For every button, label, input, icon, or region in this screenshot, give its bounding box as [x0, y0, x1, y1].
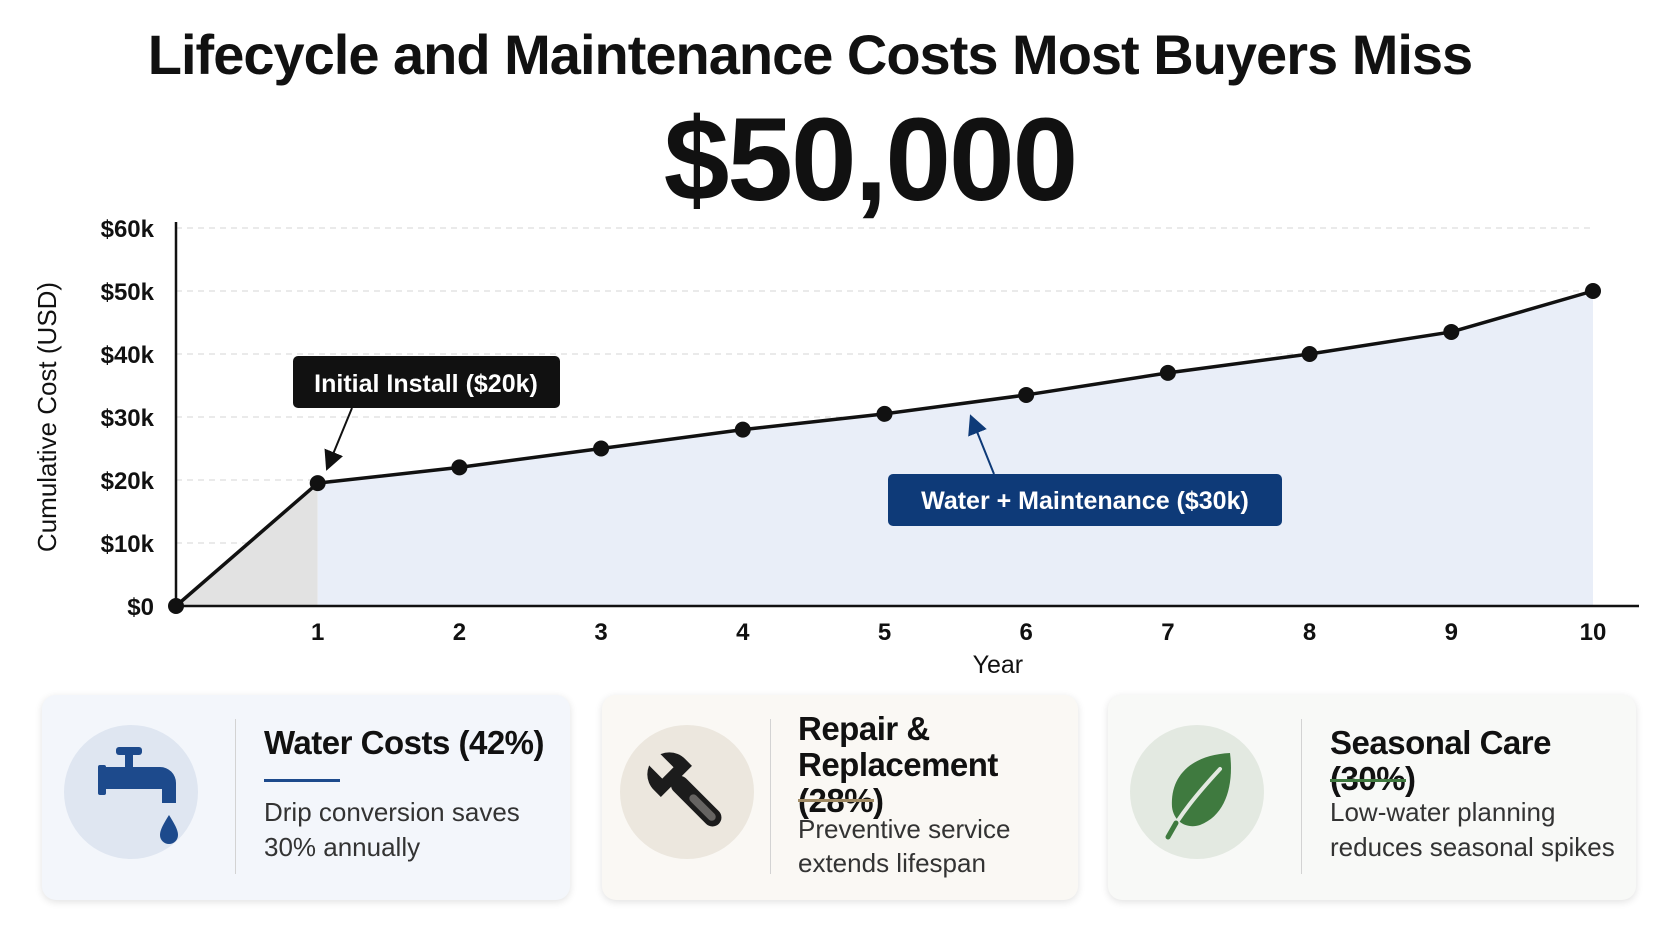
callout-arrow [324, 407, 353, 471]
data-point [451, 459, 468, 476]
wrench-icon [645, 750, 722, 827]
card-divider [235, 719, 236, 874]
x-tick-label: 5 [878, 619, 891, 646]
data-point [734, 421, 751, 438]
card-desc-line: reduces seasonal spikes [1330, 832, 1615, 862]
y-tick-label: $0 [127, 594, 154, 621]
faucet-icon [98, 747, 178, 844]
card-desc-line: Preventive service [798, 814, 1011, 844]
callout-initial-install: Initial Install ($20k) [314, 370, 538, 398]
x-tick-label: 9 [1445, 619, 1458, 646]
card-title: Water Costs (42%) [264, 724, 545, 761]
y-axis-title: Cumulative Cost (USD) [32, 282, 62, 552]
repair-replacement-card: Repair & Replacement (28%) Preventive se… [602, 695, 1078, 900]
data-point [593, 440, 610, 457]
x-axis-title: Year [973, 651, 1024, 679]
x-tick-label: 2 [453, 619, 466, 646]
data-point [309, 475, 326, 492]
data-point [1018, 386, 1035, 403]
wrench-icon-badge [620, 725, 754, 859]
card-accent-rule [798, 799, 874, 802]
leaf-icon-badge [1130, 725, 1264, 859]
callout-box-water-maintenance [888, 474, 1282, 526]
card-desc-line: extends lifespan [798, 848, 986, 878]
total-cost-figure: $50,000 [663, 94, 1079, 226]
x-tick-label: 7 [1161, 619, 1174, 646]
y-tick-label: $50k [101, 279, 155, 306]
x-tick-label: 1 [311, 619, 324, 646]
card-desc-line: Low-water planning [1330, 797, 1556, 827]
data-point [876, 405, 893, 422]
water-costs-card: Water Costs (42%) Drip conversion saves … [42, 695, 570, 900]
data-point [1585, 283, 1601, 299]
card-title: Seasonal Care (30%) [1330, 724, 1551, 797]
data-point [1159, 364, 1176, 381]
maintenance-area [317, 291, 1594, 606]
x-tick-label: 4 [736, 619, 750, 646]
x-tick-label: 6 [1020, 619, 1033, 646]
callout-arrow [968, 414, 995, 475]
card-accent-rule [1330, 779, 1406, 782]
card-divider [770, 719, 771, 874]
card-desc-line: Drip conversion saves [264, 797, 520, 827]
y-tick-label: $20k [101, 468, 155, 495]
card-accent-rule [264, 779, 340, 782]
card-title-line: Repair & [798, 710, 930, 747]
card-desc-line: 30% annually [264, 832, 421, 862]
y-tick-label: $60k [101, 216, 155, 243]
y-tick-label: $30k [101, 405, 155, 432]
y-tick-label: $40k [101, 342, 155, 369]
x-tick-label: 3 [594, 619, 607, 646]
card-title-line: Replacement (28%) [798, 746, 998, 819]
y-tick-label: $10k [101, 531, 155, 558]
callout-water-maintenance: Water + Maintenance ($30k) [921, 487, 1249, 515]
data-point [1301, 346, 1318, 362]
x-tick-label: 8 [1303, 619, 1316, 646]
callout-box-initial-install [293, 356, 560, 408]
seasonal-care-card: Seasonal Care (30%) Low-water planning r… [1108, 695, 1636, 900]
data-point [1443, 323, 1460, 340]
card-divider [1301, 719, 1302, 874]
leaf-icon [1165, 753, 1231, 840]
page-title: Lifecycle and Maintenance Costs Most Buy… [147, 23, 1473, 86]
faucet-icon-badge [64, 725, 198, 859]
data-point [168, 598, 184, 614]
x-tick-label: 10 [1580, 619, 1607, 646]
